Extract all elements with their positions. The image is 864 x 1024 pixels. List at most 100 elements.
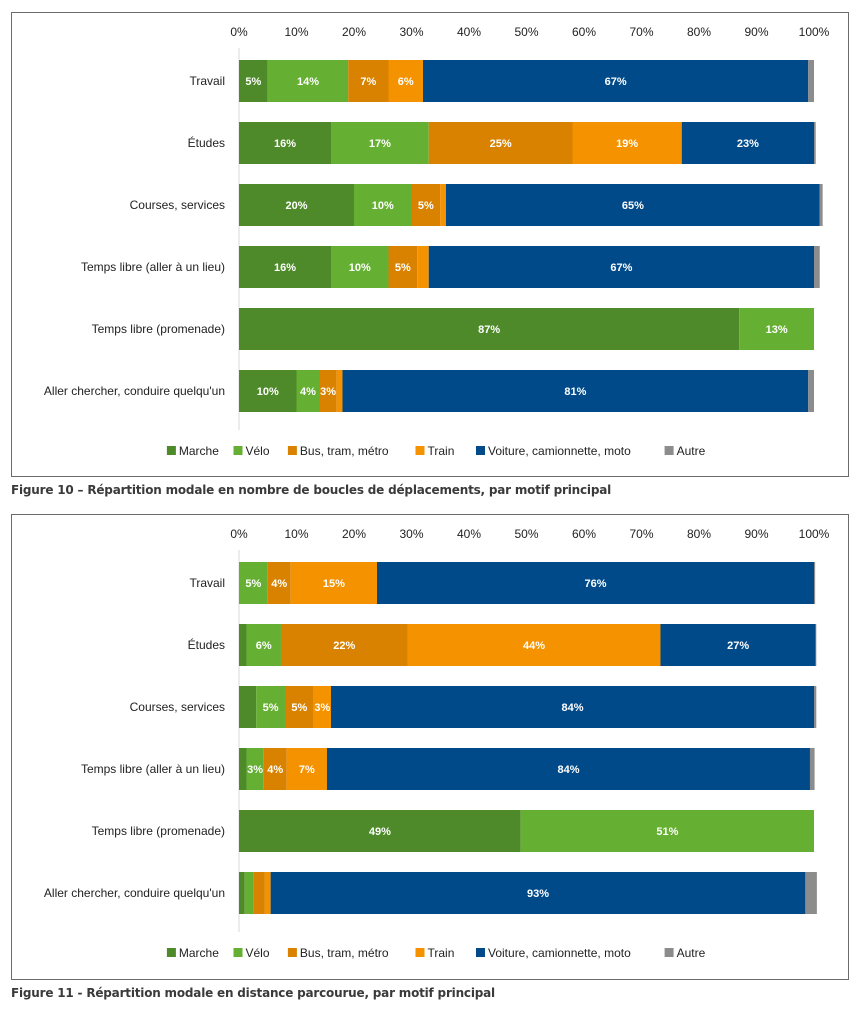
bar-segment-bus-tram-metro (285, 686, 314, 728)
bar-segment-voiture-camionnette-moto (377, 562, 814, 604)
bar-segment-marche (239, 810, 521, 852)
bar-segment-train (336, 370, 343, 412)
data-label: 5% (245, 578, 261, 590)
bar-segment-velo (246, 624, 281, 666)
data-label: 4% (300, 386, 316, 398)
bar-segment-voiture-camionnette-moto (428, 246, 814, 288)
data-label: 84% (561, 702, 583, 714)
bar-segment-train (572, 122, 682, 164)
data-label: 27% (727, 640, 749, 652)
bar-segment-train (388, 60, 423, 102)
bar-segment-bus-tram-metro (388, 246, 418, 288)
category-label: Temps libre (aller à un lieu) (81, 260, 225, 274)
bar-segment-train (264, 872, 271, 914)
bar-segment-autre (805, 872, 817, 914)
bar-segment-voiture-camionnette-moto (342, 370, 809, 412)
bar-segment-bus-tram-metro (253, 872, 265, 914)
data-label: 67% (605, 76, 627, 88)
data-label: 25% (490, 138, 512, 150)
legend-swatch (166, 446, 176, 455)
bar-segment-bus-tram-metro (428, 122, 573, 164)
bar-segment-autre (814, 562, 816, 604)
data-label: 13% (766, 324, 788, 336)
bar-segment-bus-tram-metro (267, 562, 291, 604)
bar-segment-velo (246, 748, 264, 790)
legend-item-autre: Autre (664, 444, 706, 458)
legend-item-train: Train (415, 946, 455, 960)
data-label: 67% (610, 262, 632, 274)
legend-item-marche: Marche (166, 444, 219, 458)
bar-segment-marche (239, 748, 247, 790)
x-tick-label: 50% (514, 25, 538, 39)
data-label: 5% (245, 76, 261, 88)
bar-segment-marche (239, 872, 245, 914)
legend-label: Bus, tram, métro (300, 444, 389, 458)
x-tick-label: 20% (342, 25, 366, 39)
bar-segment-marche (239, 184, 354, 226)
x-tick-label: 70% (629, 527, 653, 541)
bar-segment-autre (814, 686, 817, 728)
legend-item-autre: Autre (664, 946, 706, 960)
x-tick-label: 10% (284, 25, 308, 39)
data-label: 4% (267, 764, 283, 776)
legend-swatch (233, 446, 243, 455)
bar-segment-voiture-camionnette-moto (660, 624, 816, 666)
data-label: 6% (398, 76, 414, 88)
legend-item-voiture-camionnette-moto: Voiture, camionnette, moto (476, 444, 631, 458)
category-label: Aller chercher, conduire quelqu'un (44, 886, 225, 900)
data-label: 44% (523, 640, 545, 652)
bar-segment-velo (520, 810, 814, 852)
x-tick-label: 30% (399, 527, 423, 541)
data-label: 14% (297, 76, 319, 88)
bar-segment-voiture-camionnette-moto (331, 686, 814, 728)
legend-swatch (476, 948, 485, 957)
figure-10-frame: 0% 10% 20% 30% 40% 50% 60% 70% 80% 90% 100% Travail… (11, 12, 849, 477)
data-label: 17% (369, 138, 391, 150)
data-label: 16% (274, 138, 296, 150)
legend-swatch (166, 948, 176, 957)
bar-segment-marche (239, 624, 247, 666)
x-tick-label: 30% (399, 25, 423, 39)
bar-segment-velo (331, 246, 389, 288)
legend-swatch (287, 948, 297, 957)
data-label: 84% (557, 764, 579, 776)
legend-label: Autre (677, 946, 706, 960)
bar-segment-train (407, 624, 661, 666)
data-label: 20% (285, 200, 307, 212)
legend-label: Train (428, 946, 455, 960)
x-tick-label: 100% (799, 25, 830, 39)
bar-segment-marche (239, 60, 268, 102)
data-label: 49% (369, 826, 391, 838)
bar-segment-marche (239, 122, 331, 164)
x-tick-label: 40% (457, 25, 481, 39)
bar-segment-voiture-camionnette-moto (681, 122, 814, 164)
x-tick-label: 100% (799, 527, 830, 541)
x-tick-label: 80% (687, 25, 711, 39)
category-label: Temps libre (aller à un lieu) (81, 762, 225, 776)
legend-item-marche: Marche (166, 946, 219, 960)
x-tick-label: 60% (572, 527, 596, 541)
x-tick-label: 20% (342, 527, 366, 541)
legend-item-voiture-camionnette-moto: Voiture, camionnette, moto (476, 946, 631, 960)
legend-label: Vélo (246, 946, 270, 960)
data-label: 16% (274, 262, 296, 274)
category-label: Courses, services (130, 198, 225, 212)
bar-segment-bus-tram-metro (263, 748, 287, 790)
bar-segment-voiture-camionnette-moto (446, 184, 820, 226)
bar-segment-train (290, 562, 377, 604)
data-label: 65% (622, 200, 644, 212)
bar-segment-marche (239, 246, 331, 288)
legend-swatch (415, 948, 425, 957)
x-tick-label: 80% (687, 527, 711, 541)
bar-segment-train (440, 184, 446, 226)
bar-segment-autre (809, 748, 815, 790)
data-label: 3% (314, 702, 330, 714)
data-label: 10% (349, 262, 371, 274)
data-label: 10% (372, 200, 394, 212)
bar-segment-velo (244, 872, 254, 914)
bar-segment-train (286, 748, 327, 790)
figure-11-chart: 0% 10% 20% 30% 40% 50% 60% 70% 80% 90% 100% Travail… (44, 527, 830, 960)
data-label: 15% (323, 578, 345, 590)
legend-label: Bus, tram, métro (300, 946, 389, 960)
bar-segment-bus-tram-metro (411, 184, 441, 226)
